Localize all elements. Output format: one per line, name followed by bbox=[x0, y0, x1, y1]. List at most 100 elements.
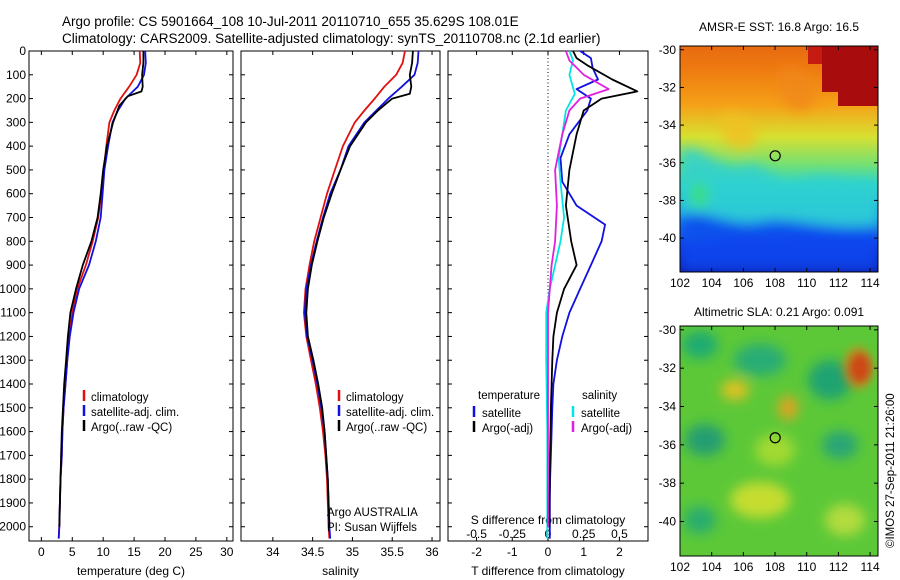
legend-label: Argo(-adj) bbox=[482, 423, 533, 435]
y-tick-label: 1400 bbox=[0, 377, 26, 391]
map-x-tick-label: 106 bbox=[733, 560, 753, 574]
legend-label: satellite-adj. clim. bbox=[346, 407, 434, 419]
legend-label: Argo(-adj) bbox=[581, 423, 632, 435]
sla-argo-marker bbox=[769, 432, 781, 444]
legend-label: satellite bbox=[581, 408, 620, 420]
x-tick-label: 15 bbox=[127, 545, 141, 559]
plot-frame bbox=[240, 50, 441, 542]
top-tick-label: -0.5 bbox=[466, 527, 487, 541]
map-y-tick-label: -34 bbox=[659, 400, 677, 414]
legend-label: satellite bbox=[482, 408, 521, 420]
map-y-tick-label: -32 bbox=[659, 80, 677, 94]
map-y-tick-label: -38 bbox=[659, 476, 677, 490]
map-y-tick-label: -30 bbox=[659, 43, 677, 57]
map-x-tick-label: 108 bbox=[765, 276, 785, 290]
sst-argo-marker bbox=[769, 150, 781, 162]
x-tick-label: 2 bbox=[616, 545, 623, 559]
argo-credit-line: Argo AUSTRALIA bbox=[327, 507, 418, 519]
map-x-tick-label: 112 bbox=[829, 276, 848, 290]
map-y-tick-label: -40 bbox=[659, 515, 677, 529]
map-x-tick-label: 102 bbox=[670, 276, 690, 290]
x-axis-label: T difference from climatology bbox=[471, 564, 625, 578]
map-y-tick-label: -36 bbox=[659, 438, 677, 452]
legend-label: climatology bbox=[346, 392, 404, 404]
y-tick-label: 1700 bbox=[0, 448, 26, 462]
map-y-tick-label: -38 bbox=[659, 193, 677, 207]
figure-title-line1: Argo profile: CS 5901664_108 10-Jul-2011… bbox=[62, 14, 519, 29]
x-tick-label: 0 bbox=[545, 545, 552, 559]
map-x-tick-label: 102 bbox=[670, 560, 690, 574]
pi-credit-line: PI: Susan Wijffels bbox=[327, 522, 417, 534]
series-line-argo bbox=[58, 51, 145, 527]
x-tick-label: -1 bbox=[507, 545, 518, 559]
top-tick-label: 0.5 bbox=[611, 527, 628, 541]
series-line-satellite bbox=[57, 50, 147, 539]
series-line-satellite bbox=[303, 50, 420, 539]
series-line-climatology bbox=[302, 50, 406, 539]
imos-timestamp: ©IMOS 27-Sep-2011 21:26:00 bbox=[885, 393, 897, 548]
salinity-profile-panel: 34 34.5 35 35.5 36 salinity climatology satelli… bbox=[240, 50, 441, 578]
y-tick-label: 0 bbox=[19, 44, 26, 58]
x-tick-label: -2 bbox=[471, 545, 482, 559]
y-tick-label: 1200 bbox=[0, 329, 26, 343]
series-line-argo bbox=[548, 50, 639, 527]
top-tick-label: -0.25 bbox=[499, 527, 527, 541]
y-tick-label: 500 bbox=[6, 163, 26, 177]
y-tick-label: 1600 bbox=[0, 425, 26, 439]
figure-title-line2: Climatology: CARS2009. Satellite-adjuste… bbox=[62, 31, 601, 46]
y-tick-label: 100 bbox=[6, 68, 26, 82]
difference-profile-panel: -2 -1 0 1 2 T difference from climatology -0.5… bbox=[447, 50, 649, 578]
legend-label: climatology bbox=[91, 392, 149, 404]
x-tick-label: 30 bbox=[220, 545, 234, 559]
y-tick-label: 2000 bbox=[0, 520, 26, 534]
series-line-s_argo bbox=[547, 50, 610, 527]
sst-map-field bbox=[680, 46, 878, 272]
y-tick-label: 1000 bbox=[0, 282, 26, 296]
x-tick-label: 35 bbox=[346, 545, 360, 559]
legend-label: Argo(..raw -QC) bbox=[91, 422, 172, 434]
map-y-tick-label: -34 bbox=[659, 118, 677, 132]
top-tick-label: 0.25 bbox=[572, 527, 596, 541]
legend-label: satellite-adj. clim. bbox=[91, 407, 179, 419]
y-tick-label: 200 bbox=[6, 92, 26, 106]
x-tick-label: 25 bbox=[189, 545, 203, 559]
x-tick-label: 5 bbox=[69, 545, 76, 559]
map-x-tick-label: 104 bbox=[702, 276, 722, 290]
y-tick-label: 1300 bbox=[0, 353, 26, 367]
map-y-tick-label: -32 bbox=[659, 361, 677, 375]
y-tick-label: 1900 bbox=[0, 496, 26, 510]
map-x-tick-label: 106 bbox=[733, 276, 753, 290]
y-tick-label: 800 bbox=[6, 234, 26, 248]
x-tick-label: 0 bbox=[38, 545, 45, 559]
legend-header: salinity bbox=[582, 390, 617, 402]
x-tick-label: 1 bbox=[580, 545, 587, 559]
series-line-argo bbox=[305, 50, 414, 527]
series-line-satellite bbox=[548, 50, 606, 539]
x-tick-label: 10 bbox=[97, 545, 111, 559]
y-tick-label: 1800 bbox=[0, 472, 26, 486]
sla-map-panel: Altimetric SLA: 0.21 Argo: 0.091 bbox=[659, 305, 880, 574]
legend-label: Argo(..raw -QC) bbox=[346, 422, 427, 434]
y-tick-label: 600 bbox=[6, 187, 26, 201]
sst-map-title: AMSR-E SST: 16.8 Argo: 16.5 bbox=[699, 20, 859, 34]
x-axis-label: salinity bbox=[322, 564, 359, 578]
x-tick-label: 35.5 bbox=[381, 545, 405, 559]
y-tick-label: 400 bbox=[6, 139, 26, 153]
map-x-tick-label: 112 bbox=[829, 560, 848, 574]
map-x-tick-label: 110 bbox=[797, 560, 816, 574]
y-tick-label: 1500 bbox=[0, 401, 26, 415]
map-y-tick-label: -36 bbox=[659, 156, 677, 170]
plot-frame bbox=[28, 50, 234, 542]
legend-header: temperature bbox=[478, 390, 540, 402]
map-y-tick-label: -30 bbox=[659, 323, 677, 337]
series-line-climatology bbox=[57, 50, 142, 539]
x-tick-label: 34 bbox=[266, 545, 280, 559]
y-tick-label: 300 bbox=[6, 115, 26, 129]
map-x-tick-label: 108 bbox=[765, 560, 785, 574]
x-tick-label: 20 bbox=[158, 545, 172, 559]
x-tick-label: 36 bbox=[425, 545, 439, 559]
sst-map-panel: AMSR-E SST: 16.8 Argo: 16.5 102 104 106 108… bbox=[659, 20, 880, 290]
map-x-tick-label: 110 bbox=[797, 276, 816, 290]
map-x-tick-label: 114 bbox=[861, 276, 880, 290]
